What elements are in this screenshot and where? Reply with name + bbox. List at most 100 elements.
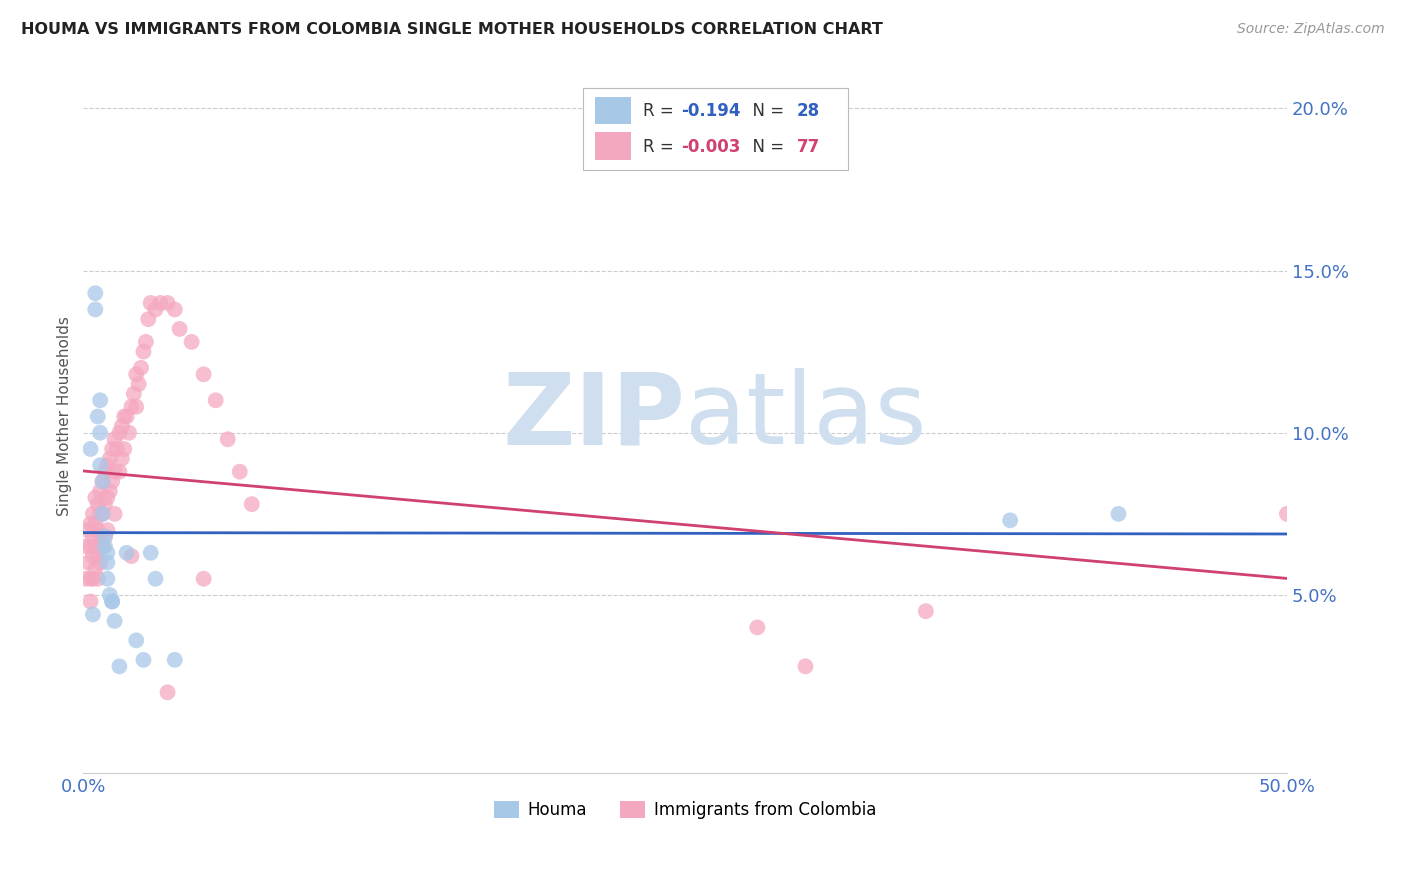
Point [96,491,118,505]
Point [79,442,101,456]
Text: Source: ZipAtlas.com: Source: ZipAtlas.com [1237,22,1385,37]
Legend: Houma, Immigrants from Colombia: Houma, Immigrants from Colombia [488,794,883,826]
Point [82,530,104,544]
Point [163,302,186,317]
Point [915,604,938,618]
Point [91,475,114,489]
Point [139,296,162,310]
Point [132,653,155,667]
Point [89,458,111,473]
Point [794,659,817,673]
Point [139,546,162,560]
Point [89,425,111,440]
Point [91,507,114,521]
Point [98,588,121,602]
Point [84,286,107,301]
FancyBboxPatch shape [583,88,848,170]
Point [96,458,118,473]
Text: atlas: atlas [685,368,927,465]
Point [89,556,111,570]
Point [105,442,128,456]
Point [1275,507,1298,521]
Point [84,491,107,505]
Text: HOUMA VS IMMIGRANTS FROM COLOMBIA SINGLE MOTHER HOUSEHOLDS CORRELATION CHART: HOUMA VS IMMIGRANTS FROM COLOMBIA SINGLE… [21,22,883,37]
Point [229,465,252,479]
Point [87,497,110,511]
Point [79,516,101,531]
Point [169,322,191,336]
Point [163,653,186,667]
Point [91,507,114,521]
Point [129,360,152,375]
Point [91,475,114,489]
Point [77,523,100,537]
Text: R =: R = [643,102,679,120]
Text: 77: 77 [797,137,820,156]
Point [1107,507,1129,521]
Point [89,507,111,521]
Point [998,513,1021,527]
Point [180,334,202,349]
Point [87,549,110,563]
Point [125,633,148,648]
Point [82,549,104,563]
Point [125,400,148,414]
Point [108,465,131,479]
Point [82,507,104,521]
Y-axis label: Single Mother Households: Single Mother Households [58,317,72,516]
Point [98,451,121,466]
Point [122,386,145,401]
Point [91,539,114,553]
Point [75,572,97,586]
Text: ZIP: ZIP [502,368,685,465]
Point [98,484,121,499]
Point [79,594,101,608]
Point [136,312,159,326]
Point [96,556,118,570]
Text: -0.194: -0.194 [682,102,741,120]
Point [96,572,118,586]
Point [94,497,117,511]
Point [115,409,138,424]
Point [120,549,142,563]
Text: N =: N = [742,102,789,120]
Point [94,465,117,479]
Point [108,659,131,673]
Point [103,614,125,628]
Point [103,507,125,521]
Point [79,572,101,586]
Point [217,432,239,446]
Text: -0.003: -0.003 [682,137,741,156]
Text: N =: N = [742,137,789,156]
FancyBboxPatch shape [595,96,631,124]
Point [84,539,107,553]
Point [94,530,117,544]
Point [89,484,111,499]
Point [115,546,138,560]
Point [132,344,155,359]
Point [193,572,215,586]
Point [145,572,167,586]
Point [112,409,135,424]
Text: 28: 28 [797,102,820,120]
Point [77,556,100,570]
Point [240,497,263,511]
Point [96,546,118,560]
Point [112,442,135,456]
Point [94,530,117,544]
Point [84,516,107,531]
Point [89,530,111,544]
Point [149,296,172,310]
Point [101,594,124,608]
Text: R =: R = [643,137,679,156]
Point [156,685,179,699]
Point [193,368,215,382]
Point [125,368,148,382]
Point [103,465,125,479]
Point [75,539,97,553]
Point [89,393,111,408]
Point [120,400,142,414]
Point [79,539,101,553]
Point [101,442,124,456]
Point [145,302,167,317]
